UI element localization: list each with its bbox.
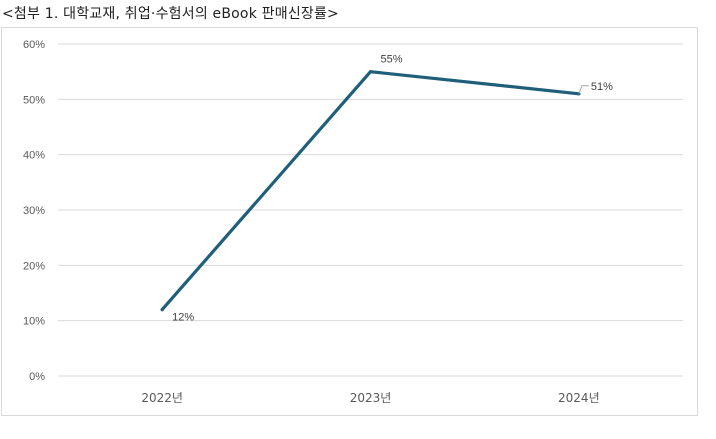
x-tick-label: 2023년 <box>350 391 392 405</box>
series-line <box>160 70 581 312</box>
y-tick-label: 60% <box>23 39 45 51</box>
data-label: 51% <box>591 81 613 93</box>
x-tick-label: 2024년 <box>558 391 600 405</box>
y-tick-label: 40% <box>23 150 45 162</box>
data-label: 12% <box>172 312 194 324</box>
data-point <box>368 70 373 74</box>
y-tick-label: 50% <box>23 94 45 106</box>
data-label-leader <box>578 85 589 94</box>
x-tick-label: 2022년 <box>141 391 183 405</box>
y-tick-label: 30% <box>23 205 45 217</box>
chart-caption: <첨부 1. 대학교재, 취업·수험서의 eBook 판매신장률> <box>2 6 339 22</box>
chart-frame <box>1 27 698 416</box>
data-label: 55% <box>381 54 403 66</box>
y-tick-label: 20% <box>23 260 45 272</box>
data-point <box>160 308 164 312</box>
y-tick-label: 10% <box>23 316 45 328</box>
y-tick-label: 0% <box>29 371 45 383</box>
